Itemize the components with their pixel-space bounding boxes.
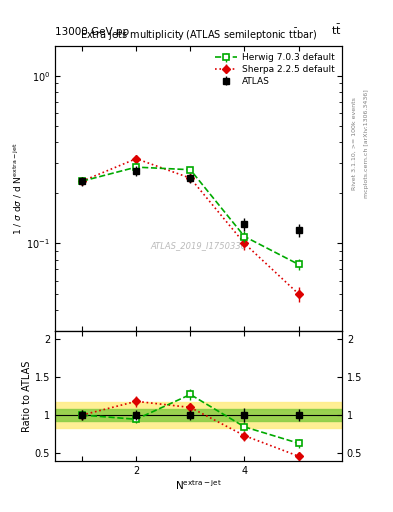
Legend: Herwig 7.0.3 default, Sherpa 2.2.5 default, ATLAS: Herwig 7.0.3 default, Sherpa 2.2.5 defau… [212, 51, 338, 89]
Y-axis label: Ratio to ATLAS: Ratio to ATLAS [22, 360, 32, 432]
Bar [55, 409, 342, 421]
X-axis label: N$^{\rm extra-jet}$: N$^{\rm extra-jet}$ [175, 478, 222, 492]
Y-axis label: 1 / $\sigma$ d$\sigma$ / d N$^{\rm extra-jet}$: 1 / $\sigma$ d$\sigma$ / d N$^{\rm extra… [11, 142, 24, 235]
Text: Extra jets multiplicity$\,$(ATLAS semileptonic t$\bar{\rm t}$bar): Extra jets multiplicity$\,$(ATLAS semile… [80, 27, 317, 43]
Text: ATLAS_2019_I1750330: ATLAS_2019_I1750330 [151, 241, 246, 250]
Text: t$\bar{\rm t}$: t$\bar{\rm t}$ [331, 23, 342, 37]
Bar [55, 402, 342, 428]
Text: mcplots.cern.ch [arXiv:1306.3436]: mcplots.cern.ch [arXiv:1306.3436] [364, 89, 369, 198]
Text: 13000 GeV pp: 13000 GeV pp [55, 27, 129, 37]
Text: Rivet 3.1.10, >= 100k events: Rivet 3.1.10, >= 100k events [352, 97, 357, 190]
